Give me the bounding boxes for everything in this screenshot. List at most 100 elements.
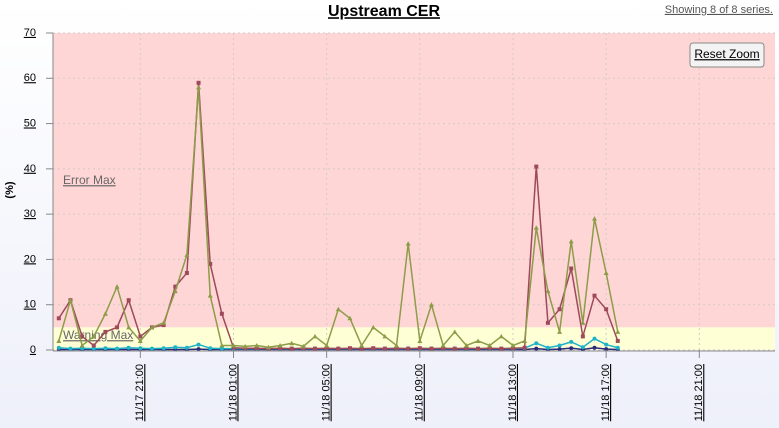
point	[254, 346, 259, 351]
point	[126, 324, 132, 330]
point	[394, 342, 400, 348]
point	[569, 339, 574, 344]
y-tick-label: 60	[24, 72, 36, 84]
point	[557, 329, 563, 334]
point	[137, 338, 143, 343]
point	[371, 346, 376, 351]
plot-band	[53, 33, 775, 328]
point	[68, 346, 73, 351]
point	[510, 346, 515, 351]
point	[417, 346, 422, 351]
point	[313, 346, 318, 351]
x-tick-label: 11/18 13:00	[507, 364, 519, 421]
y-tick-label: 40	[24, 163, 36, 175]
point	[335, 306, 341, 312]
y-tick-label: 0	[30, 344, 36, 356]
point	[126, 298, 131, 303]
reset-zoom-button[interactable]: Reset Zoom	[689, 42, 765, 68]
point	[592, 345, 597, 350]
point	[138, 334, 143, 339]
point	[452, 329, 458, 334]
point	[463, 342, 469, 348]
point	[196, 342, 201, 347]
point	[557, 307, 562, 312]
point	[580, 334, 585, 339]
y-tick-label: 50	[24, 117, 36, 129]
point	[405, 241, 411, 246]
point	[103, 329, 108, 334]
point	[91, 333, 97, 339]
point	[452, 346, 457, 351]
point	[173, 345, 178, 350]
point	[534, 164, 539, 169]
point	[347, 346, 352, 351]
point	[312, 333, 318, 339]
point	[557, 347, 562, 352]
button-box[interactable]	[689, 42, 765, 68]
point	[336, 346, 341, 351]
point	[347, 315, 353, 321]
point	[545, 288, 551, 294]
point	[487, 342, 493, 348]
point	[161, 323, 166, 328]
point	[498, 333, 504, 339]
bands	[53, 33, 775, 350]
point	[103, 346, 108, 351]
point	[79, 342, 85, 348]
point	[196, 84, 202, 90]
point	[277, 342, 283, 348]
point	[196, 347, 201, 352]
point	[580, 345, 585, 350]
point	[231, 342, 236, 348]
point	[604, 307, 609, 312]
point	[580, 320, 586, 325]
point	[114, 284, 120, 289]
point	[91, 343, 96, 348]
point	[102, 311, 108, 316]
point	[219, 311, 224, 316]
point	[196, 80, 201, 85]
point	[534, 341, 539, 346]
point	[394, 346, 399, 351]
point	[604, 347, 609, 352]
band-label: Error Max	[63, 173, 116, 187]
point	[592, 336, 597, 341]
point	[487, 346, 492, 351]
point	[208, 346, 213, 351]
point	[557, 343, 562, 348]
point	[475, 338, 481, 343]
point	[184, 271, 189, 276]
plot-band	[53, 327, 775, 350]
point	[406, 346, 411, 351]
y-tick-label: 30	[24, 208, 36, 220]
point	[289, 340, 295, 346]
point	[464, 346, 469, 351]
point	[359, 346, 364, 351]
point	[440, 342, 446, 348]
point	[499, 346, 504, 351]
point	[359, 342, 365, 348]
y-tick-label: 20	[24, 253, 36, 265]
point	[254, 342, 260, 348]
point	[615, 338, 620, 343]
point	[533, 225, 539, 230]
point	[603, 270, 609, 276]
point	[265, 344, 271, 350]
point	[615, 345, 620, 350]
y-tick-label: 10	[24, 299, 36, 311]
point	[522, 345, 527, 350]
point	[300, 343, 306, 349]
point	[242, 343, 248, 349]
point	[184, 252, 190, 257]
x-tick-label: 11/18 17:00	[600, 364, 612, 421]
point	[568, 238, 574, 244]
button-label[interactable]: Reset Zoom	[694, 47, 759, 61]
point	[324, 342, 330, 348]
point	[569, 346, 574, 351]
point	[592, 293, 597, 298]
point	[208, 261, 213, 266]
point	[161, 346, 166, 351]
point	[592, 216, 597, 221]
